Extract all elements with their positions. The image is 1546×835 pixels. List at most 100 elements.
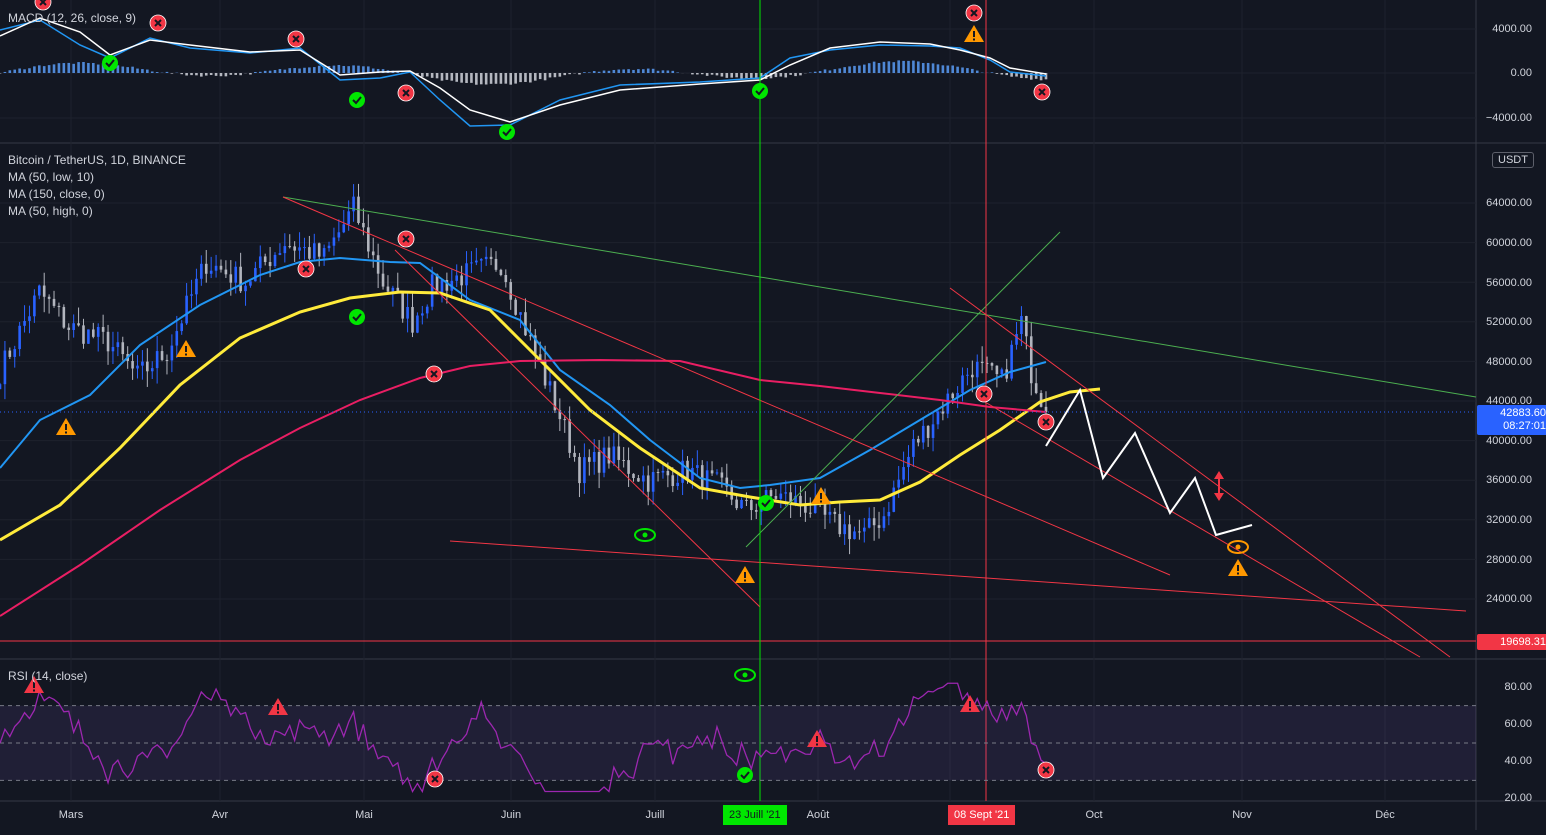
indicator-ma-50-high[interactable]: MA (50, high, 0) [8, 203, 186, 220]
macd-histogram-bar [92, 63, 95, 73]
macd-legend[interactable]: MACD (12, 26, close, 9) [8, 10, 136, 27]
check-circle-icon [737, 767, 753, 783]
macd-histogram-bar [264, 71, 267, 73]
warning-triangle-icon [56, 418, 76, 435]
red-base-line [450, 541, 1466, 611]
candle-body [239, 267, 242, 291]
macd-histogram-bar [67, 63, 70, 73]
candle-body [87, 329, 90, 343]
macd-histogram-bar [210, 73, 213, 75]
candle-body [755, 510, 758, 512]
macd-legend-label[interactable]: MACD (12, 26, close, 9) [8, 10, 136, 27]
candle-body [225, 270, 228, 275]
candle-body [902, 467, 905, 480]
macd-histogram-bar [534, 73, 537, 81]
candle-body [721, 472, 724, 477]
macd-histogram-bar [274, 70, 277, 73]
eye-icon [635, 529, 655, 541]
macd-histogram-bar [126, 67, 129, 73]
price-tick: 60000.00 [1486, 237, 1532, 249]
warning-mark [973, 31, 975, 37]
macd-histogram-bar [43, 66, 46, 73]
check-circle-icon [102, 55, 118, 71]
macd-histogram-bar [230, 73, 233, 75]
macd-histogram-bar [156, 72, 159, 73]
month-label: Nov [1232, 809, 1252, 821]
candle-body [274, 255, 277, 266]
candle-body [97, 327, 100, 337]
macd-histogram-bar [500, 73, 503, 84]
macd-histogram-bar [603, 71, 606, 73]
candle-body [829, 512, 832, 515]
warning-mark [744, 572, 746, 578]
candle-body [961, 375, 964, 393]
candle-body [416, 316, 419, 333]
macd-histogram-bar [298, 69, 301, 73]
macd-histogram-bar [524, 73, 527, 82]
macd-histogram-bar [657, 71, 660, 73]
month-label: Juill [646, 809, 665, 821]
macd-histogram-bar [141, 69, 144, 73]
macd-histogram-bar [426, 73, 429, 76]
macd-histogram-bar [239, 73, 242, 75]
candle-body [868, 518, 871, 527]
indicator-ma-50-low[interactable]: MA (50, low, 10) [8, 169, 186, 186]
candle-body [991, 363, 994, 366]
candle-body [976, 362, 979, 377]
green-vertical-date-tag: 23 Juill '21 [723, 805, 787, 825]
candle-body [338, 232, 341, 237]
candle-body [180, 323, 183, 331]
candle-body [740, 500, 743, 508]
macd-histogram-bar [691, 73, 694, 74]
candle-body [858, 531, 861, 532]
candle-body [573, 453, 576, 457]
candle-body [981, 362, 984, 363]
macd-histogram-bar [730, 73, 733, 78]
check-circle-icon [758, 495, 774, 511]
warning-mark [969, 709, 971, 711]
eye-pupil [643, 533, 648, 538]
candle-body [937, 411, 940, 424]
macd-histogram-bar [87, 63, 90, 73]
macd-histogram-bar [593, 71, 596, 73]
candle-body [195, 279, 198, 295]
candle-body [696, 465, 699, 468]
candle-body [244, 286, 247, 292]
macd-histogram-bar [559, 73, 562, 77]
candle-body [622, 460, 625, 461]
candle-body [509, 282, 512, 300]
macd-histogram-bar [696, 73, 699, 74]
macd-histogram-bar [151, 72, 154, 73]
macd-histogram-bar [97, 65, 100, 73]
currency-button[interactable]: USDT [1492, 152, 1534, 168]
macd-histogram-bar [942, 65, 945, 73]
macd-histogram-bar [460, 73, 463, 83]
candle-body [131, 361, 134, 368]
candle-body [342, 224, 345, 232]
candle-body [716, 472, 719, 473]
rsi-legend-label[interactable]: RSI (14, close) [8, 668, 87, 685]
check-circle-icon [758, 495, 774, 511]
indicator-ma-150-close[interactable]: MA (150, close, 0) [8, 186, 186, 203]
price-tick: 48000.00 [1486, 356, 1532, 368]
candle-body [288, 246, 291, 247]
symbol-title[interactable]: Bitcoin / TetherUS, 1D, BINANCE [8, 152, 186, 169]
macd-histogram-bar [470, 73, 473, 83]
macd-histogram-bar [220, 73, 223, 76]
macd-histogram-bar [514, 73, 517, 84]
warning-mark [820, 493, 822, 499]
price-tick: 32000.00 [1486, 514, 1532, 526]
warning-triangle-icon [1228, 559, 1248, 576]
rsi-legend[interactable]: RSI (14, close) [8, 668, 87, 685]
macd-histogram-bar [441, 73, 444, 81]
candle-body [662, 471, 665, 473]
month-label: Oct [1085, 809, 1102, 821]
check-circle-icon [499, 124, 515, 140]
candle-body [259, 256, 262, 268]
macd-histogram-bar [991, 72, 994, 73]
candle-body [745, 500, 748, 501]
warning-mark [1237, 565, 1239, 571]
candle-body [784, 492, 787, 493]
